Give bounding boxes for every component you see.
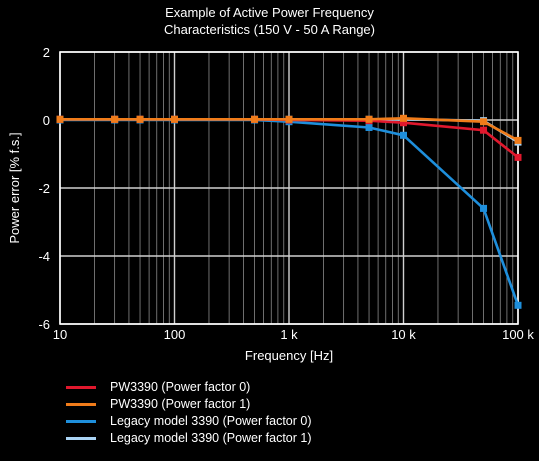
legend-swatch: [66, 403, 96, 406]
data-point: [400, 114, 407, 122]
legend-label: Legacy model 3390 (Power factor 1): [110, 431, 312, 445]
data-point: [111, 115, 119, 123]
y-tick-label: -6: [38, 317, 50, 332]
y-tick-label: -2: [38, 181, 50, 196]
legend-swatch: [66, 420, 96, 423]
data-point: [400, 119, 407, 127]
data-point: [251, 115, 259, 123]
chart-title-line-2: Characteristics (150 V - 50 A Range): [164, 22, 375, 37]
data-point: [136, 115, 144, 123]
y-tick-label: 2: [43, 45, 50, 60]
data-point: [365, 115, 373, 123]
legend-item: Legacy model 3390 (Power factor 1): [62, 430, 312, 447]
legend-label: Legacy model 3390 (Power factor 0): [110, 414, 312, 428]
plot-frame: [59, 51, 519, 325]
x-tick-label: 1 k: [280, 327, 298, 342]
data-point: [480, 126, 488, 134]
y-tick-label: 0: [43, 113, 50, 128]
legend-item: PW3390 (Power factor 0): [62, 379, 312, 396]
data-point: [365, 123, 373, 131]
legend-label: PW3390 (Power factor 0): [110, 380, 251, 394]
data-point: [514, 301, 522, 309]
x-tick-label: 100 k: [502, 327, 534, 342]
legend-swatch: [66, 386, 96, 389]
legend-item: PW3390 (Power factor 1): [62, 396, 312, 413]
data-point: [514, 153, 522, 161]
data-point: [171, 115, 178, 123]
legend: PW3390 (Power factor 0) PW3390 (Power fa…: [62, 379, 312, 447]
legend-label: PW3390 (Power factor 1): [110, 397, 251, 411]
legend-swatch: [66, 437, 96, 440]
data-point: [480, 118, 488, 126]
x-tick-label: 100: [164, 327, 186, 342]
chart-title-line-1: Example of Active Power Frequency: [165, 5, 374, 20]
data-point: [285, 115, 293, 123]
x-axis-label: Frequency [Hz]: [245, 348, 333, 363]
data-point: [514, 136, 522, 144]
series-line: [60, 117, 519, 142]
y-axis-label: Power error [% f.s.]: [7, 132, 22, 243]
y-tick-label: -4: [38, 249, 50, 264]
data-point: [480, 204, 488, 212]
x-tick-label: 10: [53, 327, 67, 342]
data-point: [56, 115, 64, 123]
data-point: [400, 131, 407, 139]
legend-item: Legacy model 3390 (Power factor 0): [62, 413, 312, 430]
x-tick-label: 10 k: [391, 327, 416, 342]
